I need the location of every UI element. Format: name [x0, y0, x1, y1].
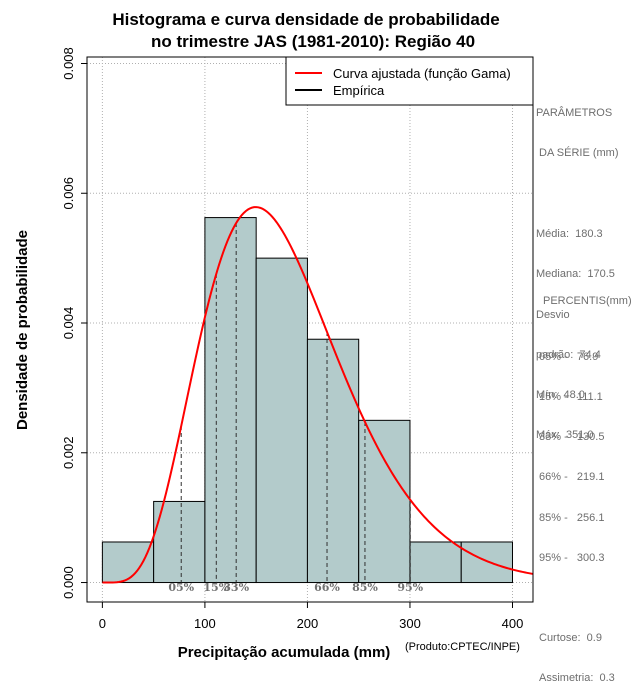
fitted-curve-layer: [102, 206, 534, 584]
percentis-panel: 05% - 76.9 15% - 111.1 33% - 130.5 66% -…: [539, 324, 615, 699]
percentile-label-66%: 66%: [314, 581, 340, 594]
chart-title-line-2: no trimestre JAS (1981-2010): Região 40: [151, 32, 475, 51]
x-tick-label-4: 400: [502, 616, 524, 631]
stat-line: Mediana: 170.5: [536, 268, 615, 281]
x-tick-label-2: 200: [297, 616, 319, 631]
percentile-label-15%: 15%: [203, 581, 229, 594]
legend-empirical-label: Empírica: [333, 83, 385, 98]
percentile-labels: 05% 15%33% 66% 85% 95%: [168, 581, 423, 594]
x-axis: 0 100 200 300 400: [99, 602, 524, 631]
params-subtitle: DA SÉRIE (mm): [536, 147, 619, 160]
histogram-bar-4: [306, 338, 360, 584]
shape-line: Assimetria: 0.3: [539, 672, 615, 685]
percentil-line: 95% - 300.3: [539, 551, 605, 564]
y-tick-label-2: 0.004: [61, 307, 76, 340]
x-tick-label-3: 300: [399, 616, 421, 631]
percentile-label-33%: 33%: [223, 581, 249, 594]
histogram-bar-3: [255, 257, 308, 584]
stat-line: Desvio: [536, 308, 570, 321]
series-params-panel: PARÂMETROS DA SÉRIE (mm) Média: 180.3 Me…: [536, 80, 619, 456]
y-tick-label-3: 0.006: [61, 177, 76, 210]
percentil-line: 85% - 256.1: [539, 511, 605, 524]
y-tick-label-1: 0.002: [61, 437, 76, 470]
x-tick-label-0: 0: [99, 616, 106, 631]
percentis-title: PERCENTIS(mm): [543, 295, 632, 307]
histogram-chart: Histograma e curva densidade de probabil…: [14, 10, 534, 660]
histogram-bars: [101, 217, 513, 584]
params-title: PARÂMETROS: [536, 106, 613, 119]
percentile-label-85%: 85%: [352, 581, 378, 594]
percentil-line: 05% - 76.9: [539, 350, 599, 363]
y-axis-label: Densidade de probabilidade: [14, 230, 31, 430]
chart-title-line-1: Histograma e curva densidade de probabil…: [112, 10, 499, 29]
percentil-line: 66% - 219.1: [539, 471, 605, 484]
y-tick-label-0: 0.000: [61, 566, 76, 599]
stat-line: padrão: 74.4: [536, 348, 601, 361]
product-credit: (Produto:CPTEC/INPE): [405, 641, 520, 653]
histogram-bar-2: [204, 217, 257, 584]
stat-line: Mín: 48.0: [536, 388, 585, 401]
stat-line: Máx: 351.0: [536, 429, 594, 442]
x-tick-label-1: 100: [194, 616, 216, 631]
stat-line: Média: 180.3: [536, 228, 603, 241]
fitted-gamma-curve: [102, 206, 534, 584]
y-axis: 0.000 0.002 0.004 0.006 0.008: [61, 47, 87, 599]
histogram-bar-5: [358, 419, 411, 584]
percentile-label-05%: 05%: [168, 581, 194, 594]
legend-box: [285, 56, 534, 106]
y-tick-label-4: 0.008: [61, 47, 76, 80]
percentil-line: 33% - 130.5: [539, 431, 605, 444]
percentil-line: 15% - 111.1: [539, 391, 603, 404]
x-axis-label: Precipitação acumulada (mm): [178, 644, 391, 660]
legend: Curva ajustada (função Gama) Empírica: [285, 56, 534, 106]
shape-line: Curtose: 0.9: [539, 631, 602, 644]
histogram-bar-1: [153, 500, 206, 584]
histogram-bar-7: [460, 541, 513, 584]
histogram-bar-6: [409, 541, 462, 584]
percentile-lines: [180, 223, 411, 583]
histogram-bar-0: [101, 541, 155, 584]
percentile-label-95%: 95%: [397, 581, 423, 594]
legend-curve-label: Curva ajustada (função Gama): [333, 66, 511, 81]
